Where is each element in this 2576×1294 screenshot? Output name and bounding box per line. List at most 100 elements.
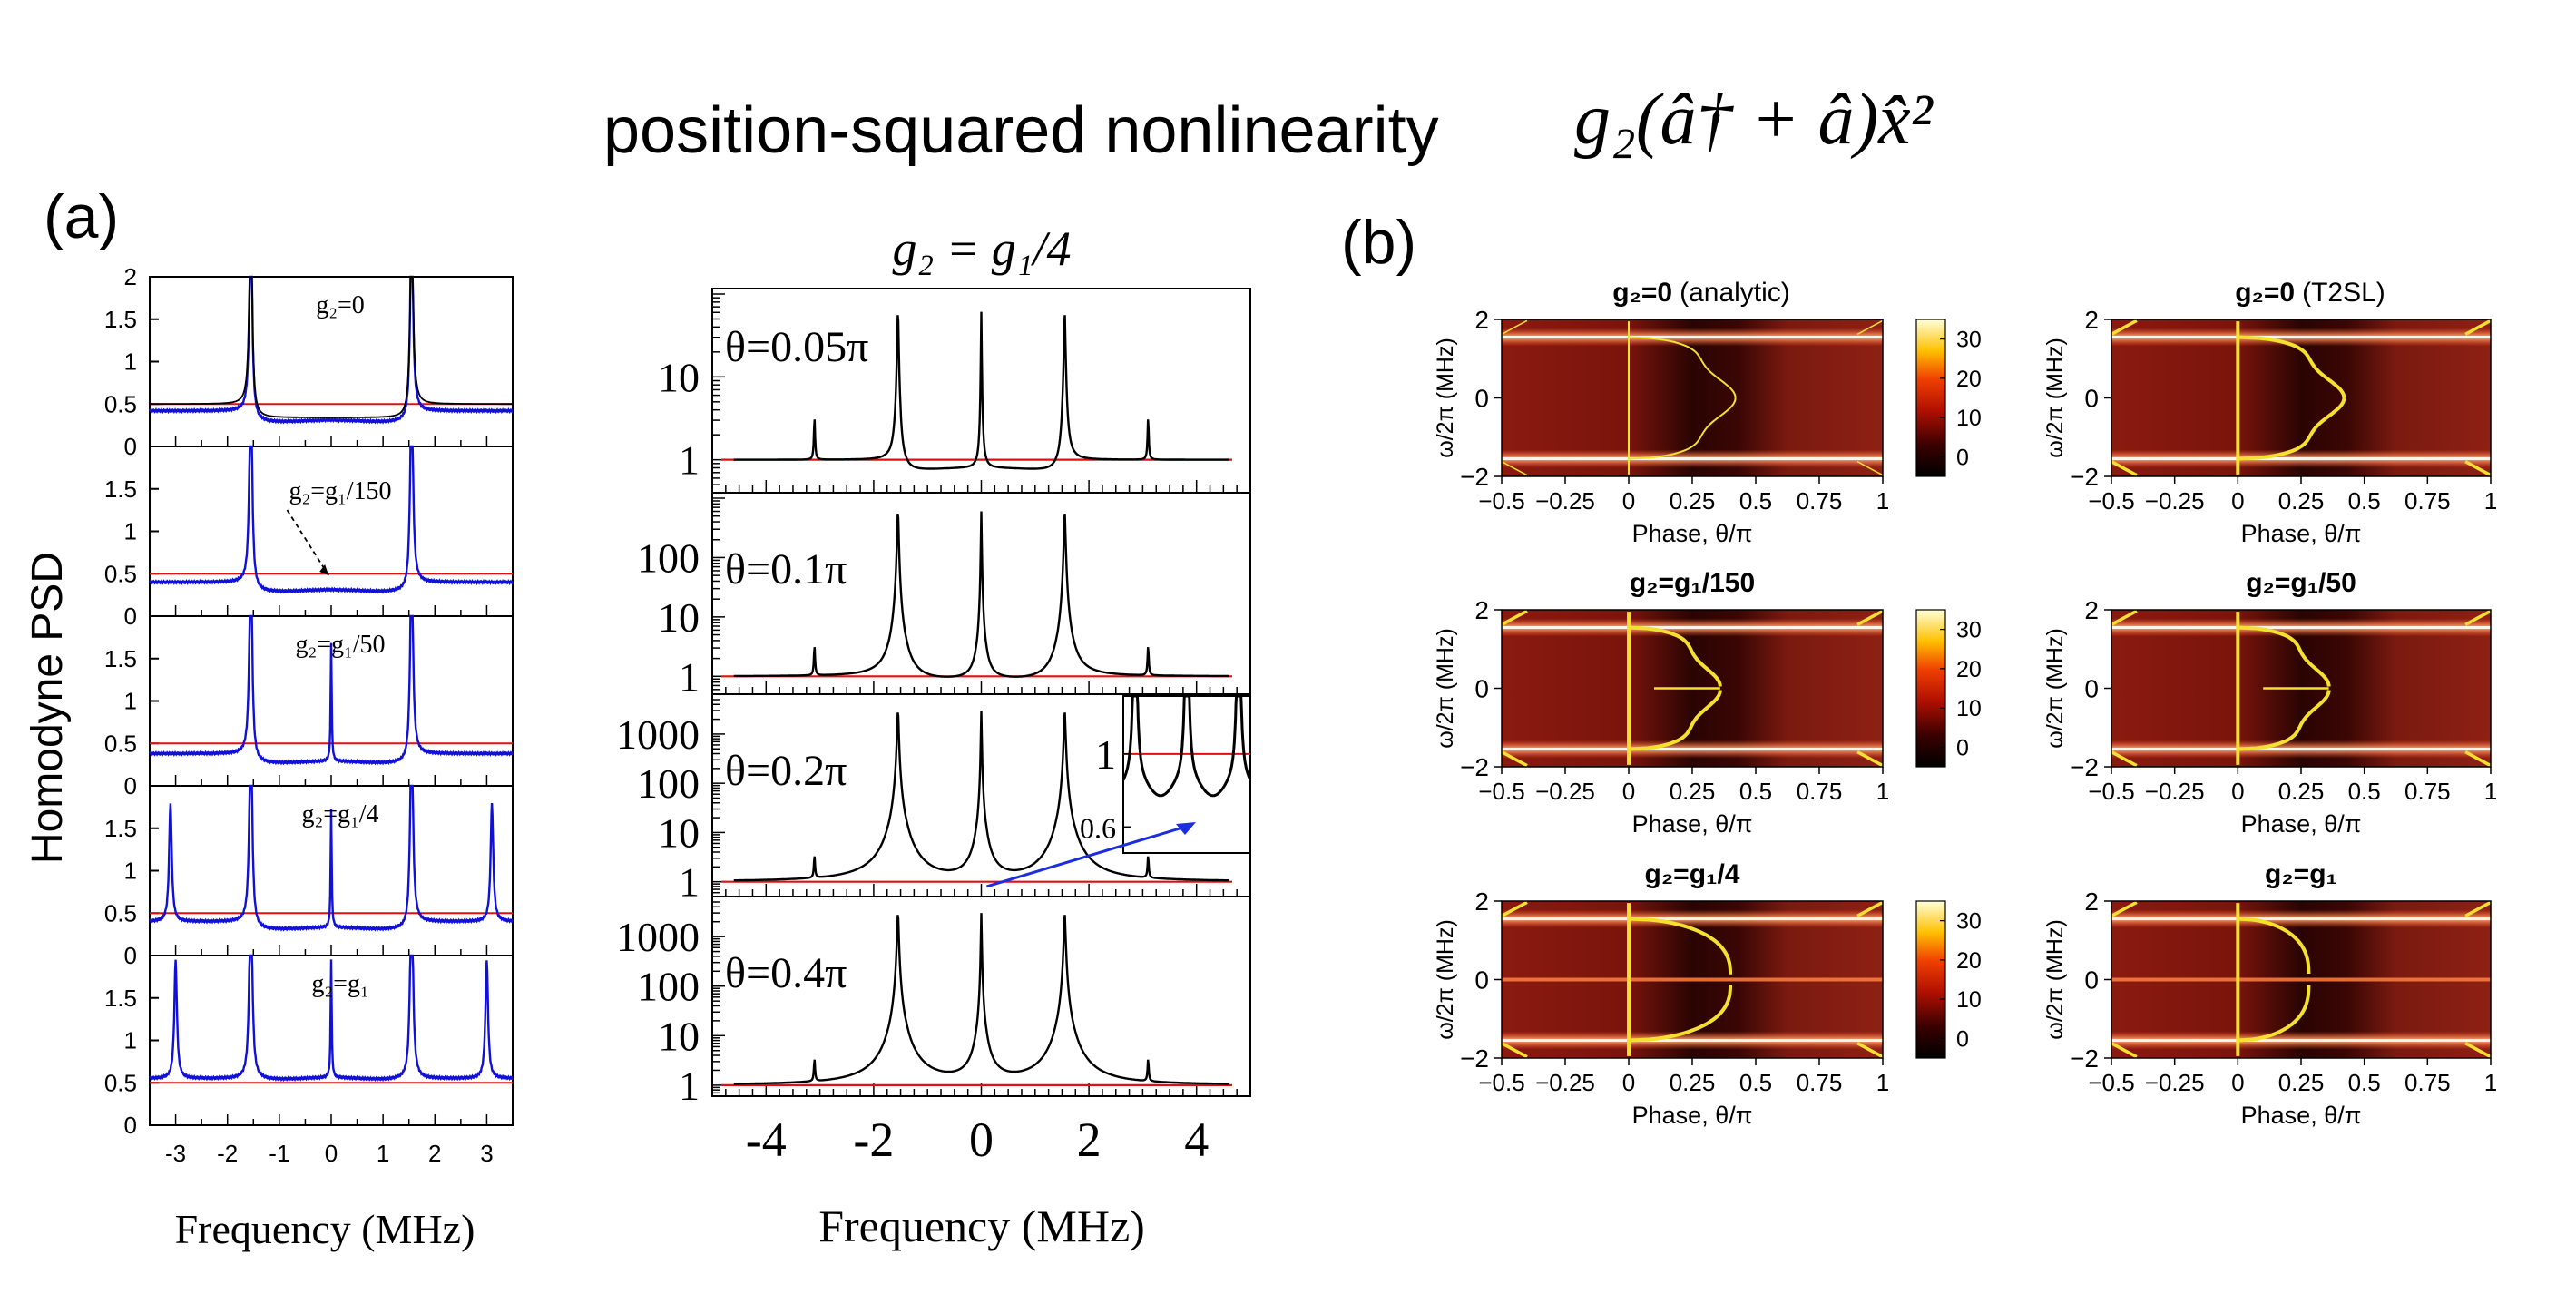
contour-corner bbox=[2111, 609, 2138, 626]
x-tick-label: -2 bbox=[853, 1113, 894, 1167]
heatmap-ylabel: ω/2π (MHz) bbox=[1433, 919, 1458, 1040]
x-tick-label: 0.25 bbox=[1670, 778, 1716, 805]
x-tick-label: -2 bbox=[217, 1140, 238, 1167]
x-tick-label: 1 bbox=[1876, 778, 1889, 805]
contour-bulge bbox=[2238, 397, 2346, 461]
x-tick-label: 0.25 bbox=[1670, 487, 1716, 515]
psd-subplot-label: g₂=g₁/150 bbox=[289, 477, 391, 505]
heatmap-xlabel: Phase, θ/π bbox=[2241, 810, 2362, 838]
x-tick-label: −0.25 bbox=[1535, 1069, 1595, 1096]
panel-b-heatmaps: −0.5 −0.25 0 0.25 0.5 0.75 1 −2 0 2 Phase, θ/π ω/2π… bbox=[1433, 278, 2497, 1129]
y-tick-label: 2 bbox=[124, 263, 137, 290]
x-tick-label: 1 bbox=[377, 1140, 389, 1167]
heatmap-title: g₂=g₁/4 bbox=[1645, 859, 1740, 889]
heatmap-xlabel: Phase, θ/π bbox=[1632, 1102, 1753, 1129]
panel-a-right-title: g₂ = g₁/4 bbox=[893, 221, 1072, 276]
heatmap-ylabel: ω/2π (MHz) bbox=[1433, 628, 1458, 749]
colorbar bbox=[1915, 319, 1946, 477]
inset-y-tick-label: 0.6 bbox=[1080, 811, 1116, 844]
y-tick-label: −2 bbox=[1460, 1044, 1489, 1073]
y-tick-label: 2 bbox=[1474, 887, 1489, 916]
x-tick-label: 0.25 bbox=[2278, 487, 2325, 515]
contour-corner bbox=[1501, 609, 1528, 626]
psd-trace bbox=[148, 784, 514, 932]
contour-corner bbox=[2111, 319, 2138, 336]
panel-a-left-stack: 0 0.5 1 1.5 2 g₂=0 0 0.5 1 1.5 g₂=g₁/150 0 0.5 1 1.5 g₂… bbox=[104, 263, 514, 1167]
psd-trace bbox=[149, 954, 514, 1083]
inset-arrow bbox=[985, 824, 1190, 888]
y-tick-label: 2 bbox=[2084, 887, 2099, 916]
heatmap-title-main: g₂=g₁/4 bbox=[1645, 859, 1740, 889]
x-tick-label: −0.5 bbox=[1478, 487, 1524, 515]
psd-log-trace bbox=[733, 311, 1229, 470]
contour-bulge bbox=[1628, 690, 1722, 751]
panel-label-b: (b) bbox=[1341, 208, 1416, 277]
x-tick-label: 0.5 bbox=[2348, 487, 2381, 515]
x-tick-label: 0.75 bbox=[1797, 1069, 1843, 1096]
y-tick-label: 1000 bbox=[616, 711, 700, 758]
x-tick-label: -3 bbox=[165, 1140, 186, 1167]
y-tick-label: 10 bbox=[658, 809, 700, 856]
y-tick-label: 0 bbox=[124, 942, 137, 969]
y-tick-label: 1 bbox=[124, 518, 137, 545]
heatmap-title-note: (analytic) bbox=[1680, 278, 1790, 308]
x-tick-label: 1 bbox=[2484, 1069, 2497, 1096]
y-tick-label: 2 bbox=[2084, 306, 2099, 334]
contour-corner bbox=[1501, 1042, 1528, 1059]
colorbar-tick-label: 10 bbox=[1956, 406, 1982, 431]
contour-corner bbox=[2111, 750, 2138, 768]
theta-label: θ=0.05π bbox=[725, 323, 868, 371]
x-tick-label: 0 bbox=[2231, 778, 2244, 805]
psd-trace bbox=[149, 614, 514, 766]
x-tick-label: −0.5 bbox=[2088, 487, 2134, 515]
x-tick-label: 0 bbox=[1622, 487, 1635, 515]
y-tick-label: 1.5 bbox=[104, 985, 137, 1012]
heatmap-ylabel: ω/2π (MHz) bbox=[2042, 338, 2068, 458]
contour-bulge bbox=[2238, 335, 2346, 398]
y-tick-label: 0 bbox=[2084, 675, 2099, 703]
psd-subplot-label: g₂=0 bbox=[316, 291, 365, 319]
contour-bulge bbox=[2238, 917, 2311, 974]
annotation-arrow bbox=[286, 509, 329, 576]
y-tick-label: 0 bbox=[124, 603, 137, 630]
x-tick-label: 0.5 bbox=[1739, 487, 1772, 515]
x-tick-label: 0.25 bbox=[1670, 1069, 1716, 1096]
psd-log-trace bbox=[733, 511, 1229, 678]
y-tick-label: 1 bbox=[124, 858, 137, 885]
y-tick-label: 2 bbox=[2084, 596, 2099, 624]
x-tick-label: -1 bbox=[269, 1140, 289, 1167]
x-tick-label: 0.5 bbox=[2348, 1069, 2381, 1096]
y-tick-label: 2 bbox=[1474, 596, 1489, 624]
contour-corner bbox=[1856, 460, 1884, 476]
y-tick-label: 1.5 bbox=[104, 475, 137, 503]
y-tick-label: 1 bbox=[679, 1063, 700, 1109]
y-tick-label: 1.5 bbox=[104, 645, 137, 672]
heatmap-ylabel: ω/2π (MHz) bbox=[1433, 338, 1458, 458]
contour-bulge bbox=[1628, 625, 1722, 687]
contour-corner bbox=[2464, 319, 2492, 336]
heatmap-title: g₂=0 (analytic) bbox=[1612, 278, 1790, 308]
contour-bulge bbox=[2238, 985, 2311, 1043]
y-tick-label: 0.5 bbox=[104, 899, 137, 926]
y-tick-label: 0 bbox=[124, 772, 137, 799]
x-tick-label: 0.5 bbox=[2348, 778, 2381, 805]
heatmap-title: g₂=0 (T2SL) bbox=[2235, 278, 2385, 308]
heatmap-title: g₂=g₁/150 bbox=[1630, 568, 1755, 598]
y-tick-label: 1 bbox=[124, 688, 137, 715]
contour-corner bbox=[1856, 750, 1884, 768]
colorbar-tick-label: 30 bbox=[1956, 618, 1982, 643]
colorbar-tick-label: 20 bbox=[1956, 657, 1982, 682]
psd-subplot-label: g₂=g₁/4 bbox=[301, 800, 378, 828]
contour-corner bbox=[2464, 750, 2492, 768]
y-tick-label: 2 bbox=[1474, 306, 1489, 334]
contour-corner bbox=[1856, 1042, 1884, 1059]
colorbar-tick-label: 20 bbox=[1956, 367, 1982, 392]
inset-y-tick-label: 1 bbox=[1095, 731, 1116, 778]
x-tick-label: −0.25 bbox=[2145, 778, 2205, 805]
heatmap-xlabel: Phase, θ/π bbox=[2241, 520, 2362, 547]
x-tick-label: 0.75 bbox=[2405, 778, 2451, 805]
panel-a-left-xlabel: Frequency (MHz) bbox=[175, 1206, 475, 1252]
x-tick-label: 0 bbox=[1622, 1069, 1635, 1096]
contour-bulge bbox=[2238, 625, 2331, 687]
